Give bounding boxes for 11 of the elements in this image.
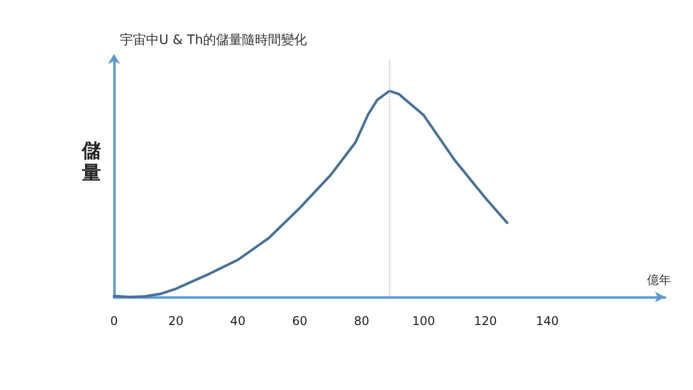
x-tick-label: 60 [292, 314, 308, 328]
x-tick-label: 0 [110, 314, 118, 328]
x-tick-label: 100 [412, 314, 436, 328]
x-axis-title: 億年 [647, 273, 671, 287]
x-tick-label: 80 [354, 314, 370, 328]
x-tick-label: 20 [168, 314, 184, 328]
y-axis-title: 儲量 [81, 140, 101, 184]
x-tick-label: 40 [230, 314, 246, 328]
x-tick-label: 120 [474, 314, 497, 328]
chart-title: 宇宙中U & Th的儲量隨時間變化 [120, 32, 308, 48]
x-tick-label: 140 [536, 314, 559, 328]
